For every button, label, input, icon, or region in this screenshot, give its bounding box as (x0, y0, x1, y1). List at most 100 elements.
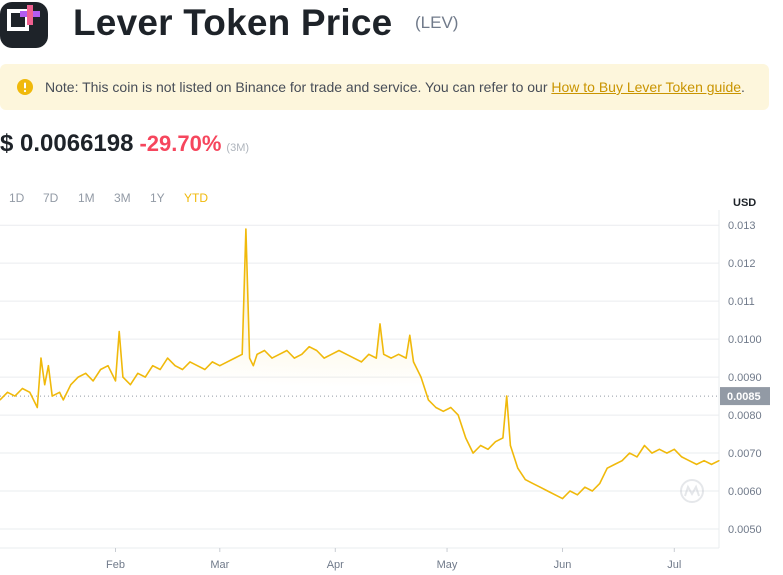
data-point (517, 467, 519, 469)
data-point (628, 452, 631, 454)
data-point (181, 368, 184, 371)
data-point (6, 391, 9, 393)
y-tick-label: 0.0090 (728, 372, 762, 384)
tab-7d[interactable]: 7D (43, 191, 59, 205)
data-point (688, 460, 690, 462)
data-point (554, 494, 556, 496)
data-point (666, 452, 668, 454)
data-point (651, 452, 653, 454)
data-point (85, 372, 87, 374)
data-point (409, 334, 411, 336)
y-tick-label: 0.0070 (728, 448, 762, 460)
data-point (51, 395, 53, 397)
tab-3m[interactable]: 3M (114, 191, 131, 205)
current-price: $ 0.0066198 (0, 130, 134, 157)
data-point (710, 463, 713, 466)
coin-ticker: (LEV) (415, 13, 459, 32)
page-title: Lever Token Price (73, 2, 393, 43)
data-point (204, 368, 206, 371)
data-point (0, 399, 1, 401)
data-point (703, 460, 705, 462)
data-point (390, 357, 392, 359)
data-point (211, 361, 213, 363)
data-point (323, 357, 325, 359)
y-tick-label: 0.012 (728, 258, 756, 270)
data-point (360, 361, 362, 363)
data-point (159, 368, 161, 371)
data-point (494, 441, 497, 443)
notice-suffix: . (741, 79, 745, 95)
data-point (643, 444, 646, 447)
data-point (21, 387, 23, 390)
data-point (118, 330, 120, 333)
y-tick-label: 0.013 (728, 220, 756, 232)
data-point (405, 357, 407, 359)
data-point (412, 361, 415, 363)
x-tick-label: Jun (554, 559, 572, 571)
data-point (673, 448, 675, 450)
data-point (398, 353, 400, 355)
x-tick-label: May (437, 559, 458, 571)
data-point (137, 372, 139, 374)
data-point (599, 482, 601, 485)
series-line-price (0, 228, 720, 500)
data-point (263, 349, 266, 352)
data-point (308, 346, 310, 348)
tab-ytd[interactable]: YTD (184, 191, 208, 205)
data-point (107, 365, 109, 367)
data-point (487, 448, 489, 450)
data-point (584, 486, 586, 488)
data-point (330, 353, 333, 355)
data-point (301, 353, 303, 355)
data-point (226, 361, 228, 363)
data-point (62, 399, 64, 401)
data-point (44, 384, 46, 386)
data-point (383, 353, 385, 355)
data-point (338, 349, 340, 352)
data-point (569, 490, 571, 492)
data-point (532, 482, 534, 485)
data-point (271, 357, 273, 359)
tab-1d[interactable]: 1D (9, 191, 25, 205)
data-point (40, 357, 42, 359)
price-change: -29.70% (139, 131, 222, 156)
price-chart[interactable]: 0.013 0.012 0.011 0.0100 0.0090 0.0080 0.0070 0… (0, 210, 783, 575)
notice-banner: Note: This coin is not listed on Binance… (0, 64, 769, 110)
data-point (502, 437, 504, 439)
data-point (479, 444, 482, 447)
data-point (122, 376, 124, 378)
data-point (379, 323, 381, 325)
data-point (293, 357, 295, 359)
change-period: (3M) (226, 142, 250, 154)
data-point (435, 406, 437, 409)
notice-text: Note: This coin is not listed on Binance… (45, 79, 745, 95)
warning-icon (17, 79, 33, 95)
data-point (524, 479, 526, 481)
data-point (427, 399, 430, 401)
currency-unit-label: USD (733, 197, 757, 209)
data-point (658, 448, 660, 450)
notice-message: Note: This coin is not listed on Binance… (45, 79, 552, 95)
y-tick-label: 0.0050 (728, 524, 762, 536)
data-point (92, 380, 94, 382)
data-point (241, 353, 243, 355)
x-tick-label: Mar (210, 559, 229, 571)
x-tick-label: Apr (327, 559, 344, 571)
data-point (591, 490, 593, 492)
data-point (353, 357, 355, 359)
tab-1y[interactable]: 1Y (150, 191, 165, 205)
how-to-buy-guide-link[interactable]: How to Buy Lever Token guide (551, 79, 742, 95)
tab-1m[interactable]: 1M (78, 191, 95, 205)
price-summary: $ 0.0066198 -29.70% (3M) (0, 130, 249, 162)
data-point (457, 414, 459, 416)
reference-value-tag (720, 387, 770, 406)
data-point (420, 376, 422, 378)
data-point (561, 498, 564, 500)
y-tick-label: 0.0100 (728, 334, 762, 346)
data-point (29, 391, 31, 393)
data-point (36, 406, 38, 409)
data-point (245, 228, 247, 230)
data-point (442, 410, 444, 412)
data-point (129, 384, 131, 386)
data-point (718, 460, 720, 462)
